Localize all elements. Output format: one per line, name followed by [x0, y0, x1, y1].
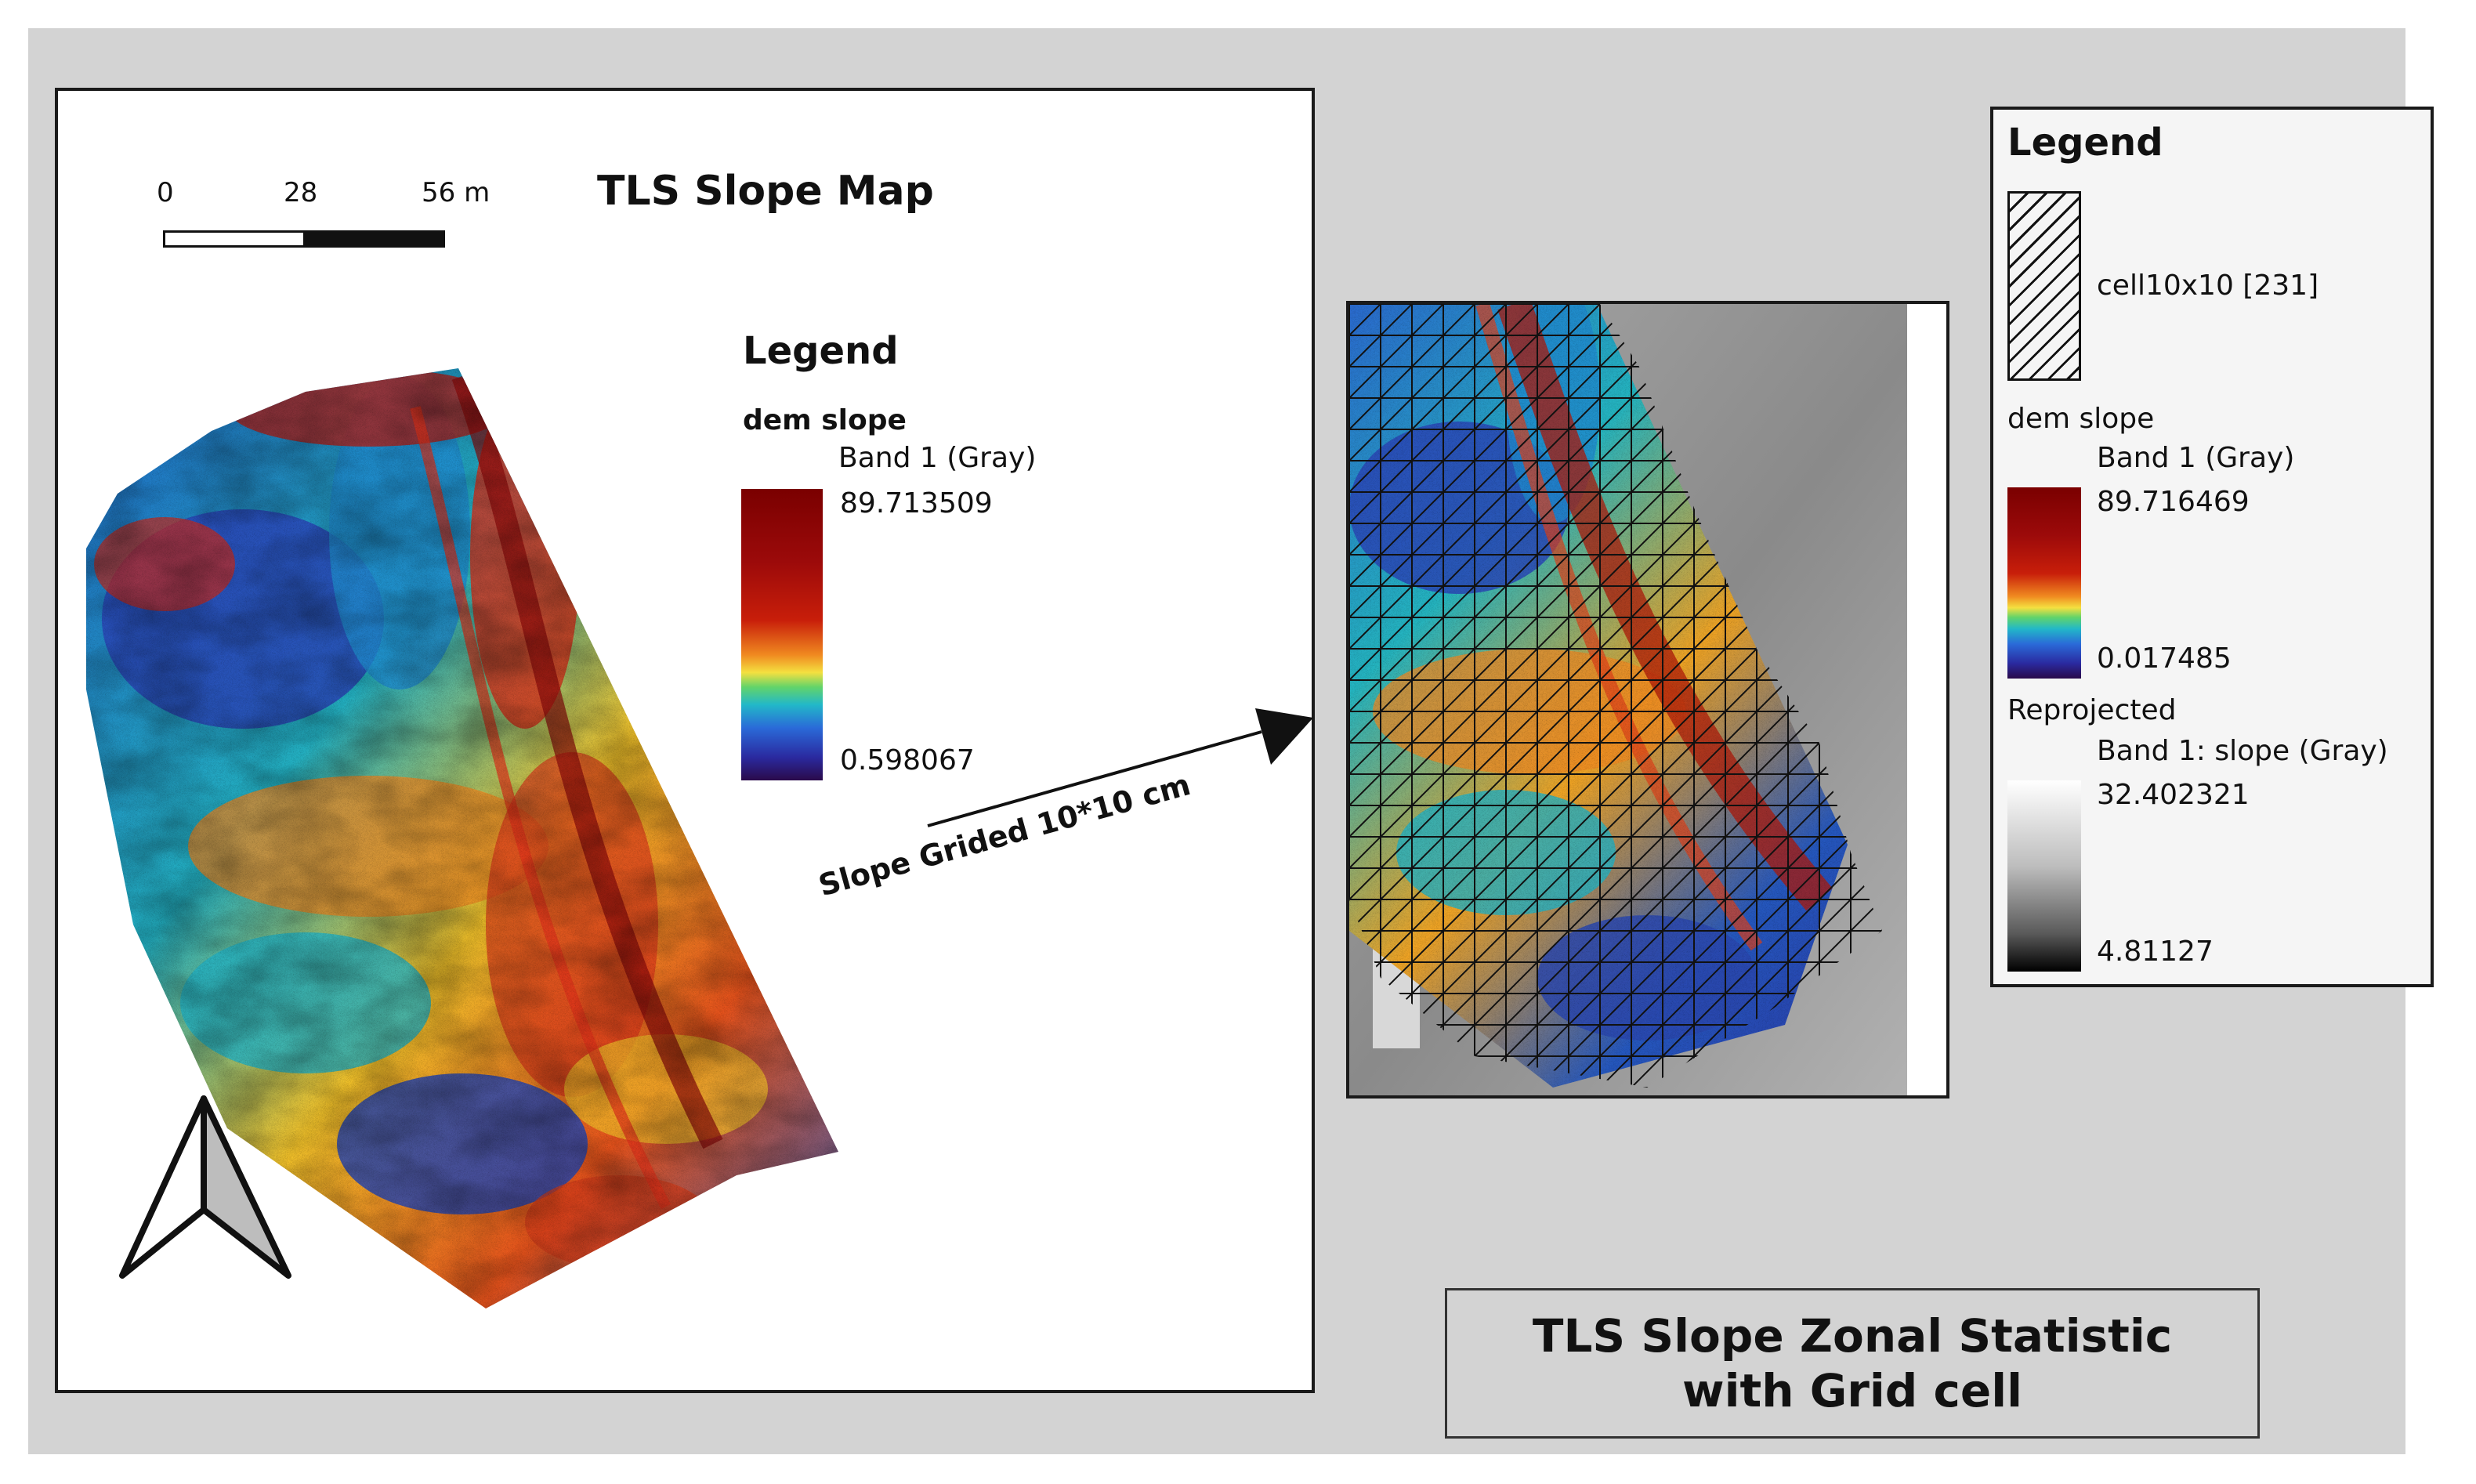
reprojected-max-value: 32.402321: [2097, 779, 2250, 811]
slope-layer-name: dem slope: [2007, 403, 2155, 435]
legend-band-label: Band 1 (Gray): [838, 442, 1037, 474]
legend-layer-name: dem slope: [743, 404, 907, 436]
north-arrow-icon: [119, 1095, 291, 1279]
slope-raster: [86, 368, 838, 1308]
legend-min-value: 0.598067: [840, 744, 975, 776]
grid-cell-swatch: [2007, 191, 2081, 381]
legend-heading: Legend: [743, 329, 899, 373]
grid-layer-label: cell10x10 [231]: [2097, 270, 2319, 302]
reprojected-gray-ramp: [2007, 780, 2081, 972]
legend-max-value: 89.713509: [840, 487, 993, 519]
slope-min-value: 0.017485: [2097, 642, 2232, 675]
scale-bar-graphic: [163, 230, 445, 248]
scale-label-56: 56 m: [422, 177, 490, 208]
figure-title-line-2: with Grid cell: [1682, 1364, 2022, 1417]
slope-band-label: Band 1 (Gray): [2097, 442, 2295, 474]
scale-label-0: 0: [157, 177, 174, 208]
reprojected-layer-name: Reprojected: [2007, 694, 2177, 726]
scale-bar: 0 28 56 m: [157, 177, 490, 255]
reprojected-min-value: 4.81127: [2097, 936, 2214, 968]
scale-label-28: 28: [284, 177, 318, 208]
map-title: TLS Slope Map: [597, 168, 934, 215]
slope-color-ramp: [2007, 487, 2081, 679]
figure-title-box: TLS Slope Zonal Statistic with Grid cell: [1445, 1288, 2260, 1439]
slope-max-value: 89.716469: [2097, 486, 2250, 518]
reprojected-band-label: Band 1: slope (Gray): [2097, 735, 2388, 767]
figure-title-line-1: TLS Slope Zonal Statistic: [1532, 1309, 2173, 1363]
legend-color-ramp: [741, 489, 823, 780]
zonal-legend-heading: Legend: [2007, 121, 2163, 165]
zonal-raster: [1349, 304, 1946, 1095]
zonal-map-frame: [1346, 301, 1949, 1099]
transition-arrow: [927, 708, 1313, 827]
